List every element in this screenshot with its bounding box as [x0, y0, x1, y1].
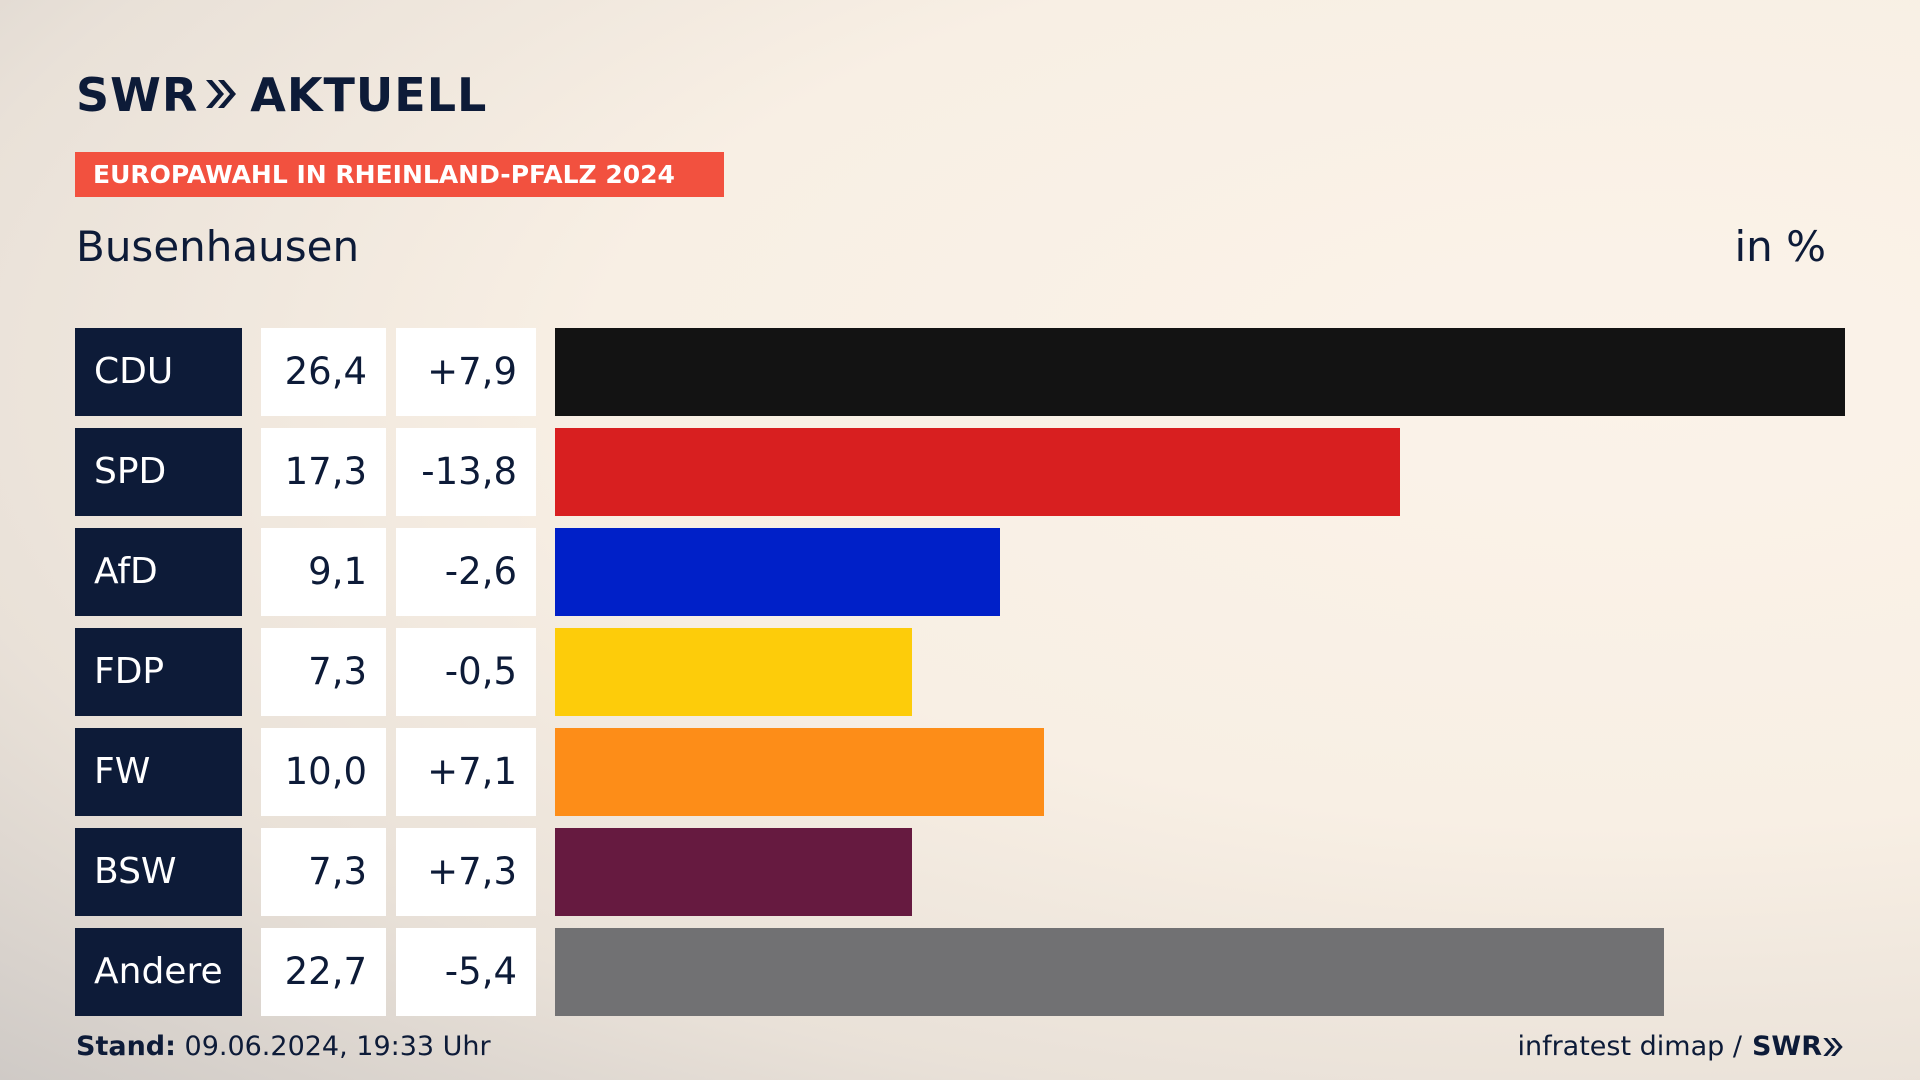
diff-label: -2,6: [396, 528, 536, 616]
diff-label: -0,5: [396, 628, 536, 716]
result-row: FDP 7,3 -0,5: [75, 628, 1845, 716]
election-banner: EUROPAWAHL IN RHEINLAND-PFALZ 2024: [75, 152, 724, 197]
bar-afd: [555, 528, 1000, 616]
bar-fw: [555, 728, 1044, 816]
value-label: 7,3: [261, 628, 386, 716]
party-label: AfD: [75, 528, 242, 616]
result-row: AfD 9,1 -2,6: [75, 528, 1845, 616]
result-row: Andere 22,7 -5,4: [75, 928, 1845, 1016]
value-label: 26,4: [261, 328, 386, 416]
diff-label: +7,9: [396, 328, 536, 416]
value-label: 17,3: [261, 428, 386, 516]
result-row: BSW 7,3 +7,3: [75, 828, 1845, 916]
bar-spd: [555, 428, 1400, 516]
diff-label: +7,3: [396, 828, 536, 916]
value-label: 22,7: [261, 928, 386, 1016]
result-row: SPD 17,3 -13,8: [75, 428, 1845, 516]
party-label: Andere: [75, 928, 242, 1016]
logo-aktuell-text: AKTUELL: [250, 68, 488, 122]
unit-label: in %: [1734, 222, 1826, 271]
value-label: 7,3: [261, 828, 386, 916]
party-label: FDP: [75, 628, 242, 716]
value-label: 10,0: [261, 728, 386, 816]
chevron-right-double-icon: [1823, 1037, 1843, 1056]
diff-label: -13,8: [396, 428, 536, 516]
timestamp: Stand: 09.06.2024, 19:33 Uhr: [76, 1031, 491, 1062]
source-credit: infratest dimap / SWR: [1517, 1031, 1844, 1062]
result-row: CDU 26,4 +7,9: [75, 328, 1845, 416]
swr-aktuell-logo: SWR AKTUELL: [76, 68, 487, 122]
source-text: infratest dimap /: [1517, 1031, 1742, 1062]
diff-label: +7,1: [396, 728, 536, 816]
party-label: SPD: [75, 428, 242, 516]
swr-small-logo: SWR: [1752, 1031, 1844, 1062]
bar-andere: [555, 928, 1664, 1016]
diff-label: -5,4: [396, 928, 536, 1016]
chevron-right-double-icon: [204, 68, 238, 122]
result-row: FW 10,0 +7,1: [75, 728, 1845, 816]
party-label: FW: [75, 728, 242, 816]
swr-small-text: SWR: [1751, 1031, 1822, 1062]
value-label: 9,1: [261, 528, 386, 616]
bar-cdu: [555, 328, 1845, 416]
party-label: BSW: [75, 828, 242, 916]
stand-label: Stand:: [76, 1031, 176, 1062]
place-title: Busenhausen: [76, 222, 360, 271]
logo-swr-text: SWR: [76, 68, 199, 122]
party-label: CDU: [75, 328, 242, 416]
bar-bsw: [555, 828, 912, 916]
stand-value: 09.06.2024, 19:33 Uhr: [184, 1031, 491, 1062]
bar-fdp: [555, 628, 912, 716]
